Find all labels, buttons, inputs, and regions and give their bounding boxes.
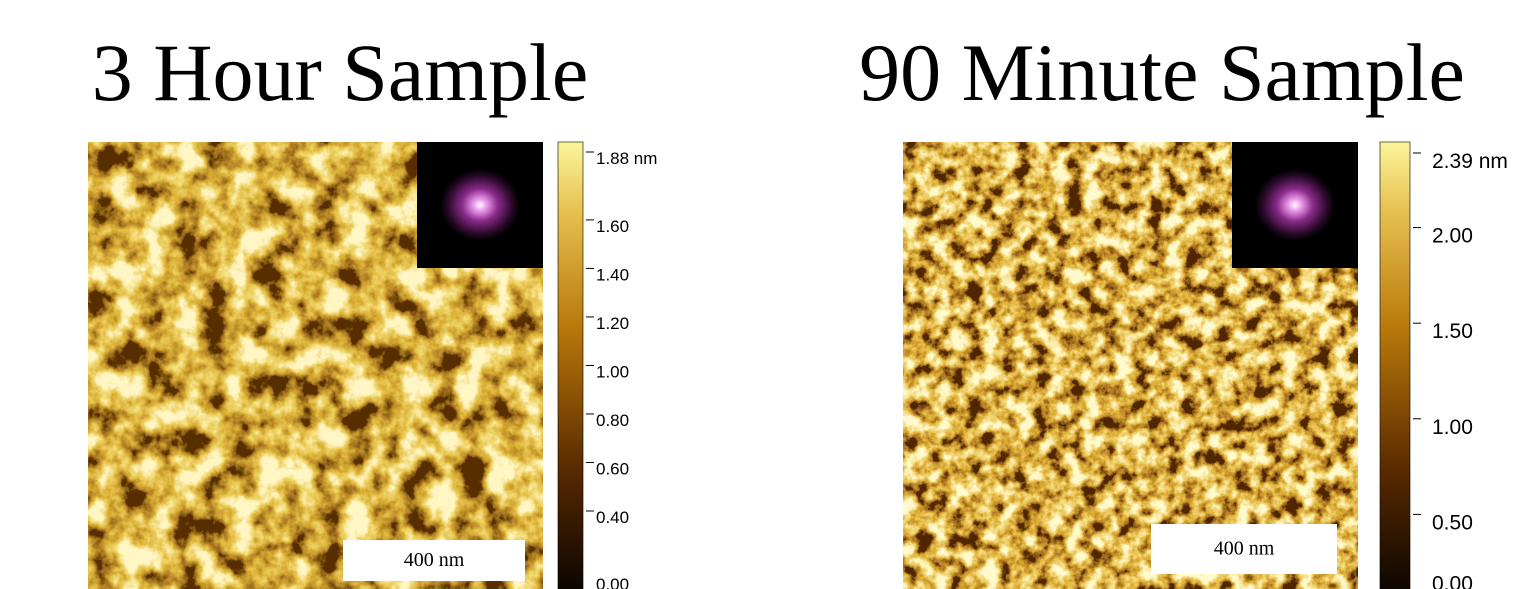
colorbar-tick-label: 0.80 <box>596 411 629 430</box>
panel-title: 3 Hour Sample <box>92 27 588 118</box>
colorbar-tick-label: 0.40 <box>596 508 629 527</box>
colorbar <box>558 142 583 589</box>
fft-spectrum <box>1255 169 1335 241</box>
colorbar-tick-label: 2.39 nm <box>1432 150 1508 173</box>
colorbar-tick-label: 1.00 <box>596 363 629 382</box>
figure: 3 Hour Sample 400 nm 1.88 nm 1.60 1.40 1.20 1.… <box>0 0 1531 589</box>
fft-spectrum <box>440 169 520 241</box>
colorbar-tick-label: 0.60 <box>596 460 629 479</box>
scale-bar-label: 400 nm <box>1214 538 1275 560</box>
colorbar-tick-label: 1.60 <box>596 217 629 236</box>
panel-title: 90 Minute Sample <box>859 27 1465 118</box>
colorbar-tick-label: 0.00 <box>596 575 629 589</box>
colorbar-tick-label: 2.00 <box>1432 225 1473 248</box>
colorbar-tick-label: 0.50 <box>1432 511 1473 534</box>
colorbar-tick-label: 0.00 <box>1432 572 1473 589</box>
colorbar-tick-label: 1.00 <box>1432 416 1473 439</box>
colorbar-tick-label: 1.40 <box>596 266 629 285</box>
scale-bar-label: 400 nm <box>404 549 465 571</box>
colorbar-tick-label: 1.20 <box>596 314 629 333</box>
colorbar-tick-label: 1.50 <box>1432 320 1473 343</box>
colorbar-tick-label: 1.88 nm <box>596 149 657 168</box>
colorbar <box>1380 142 1410 589</box>
